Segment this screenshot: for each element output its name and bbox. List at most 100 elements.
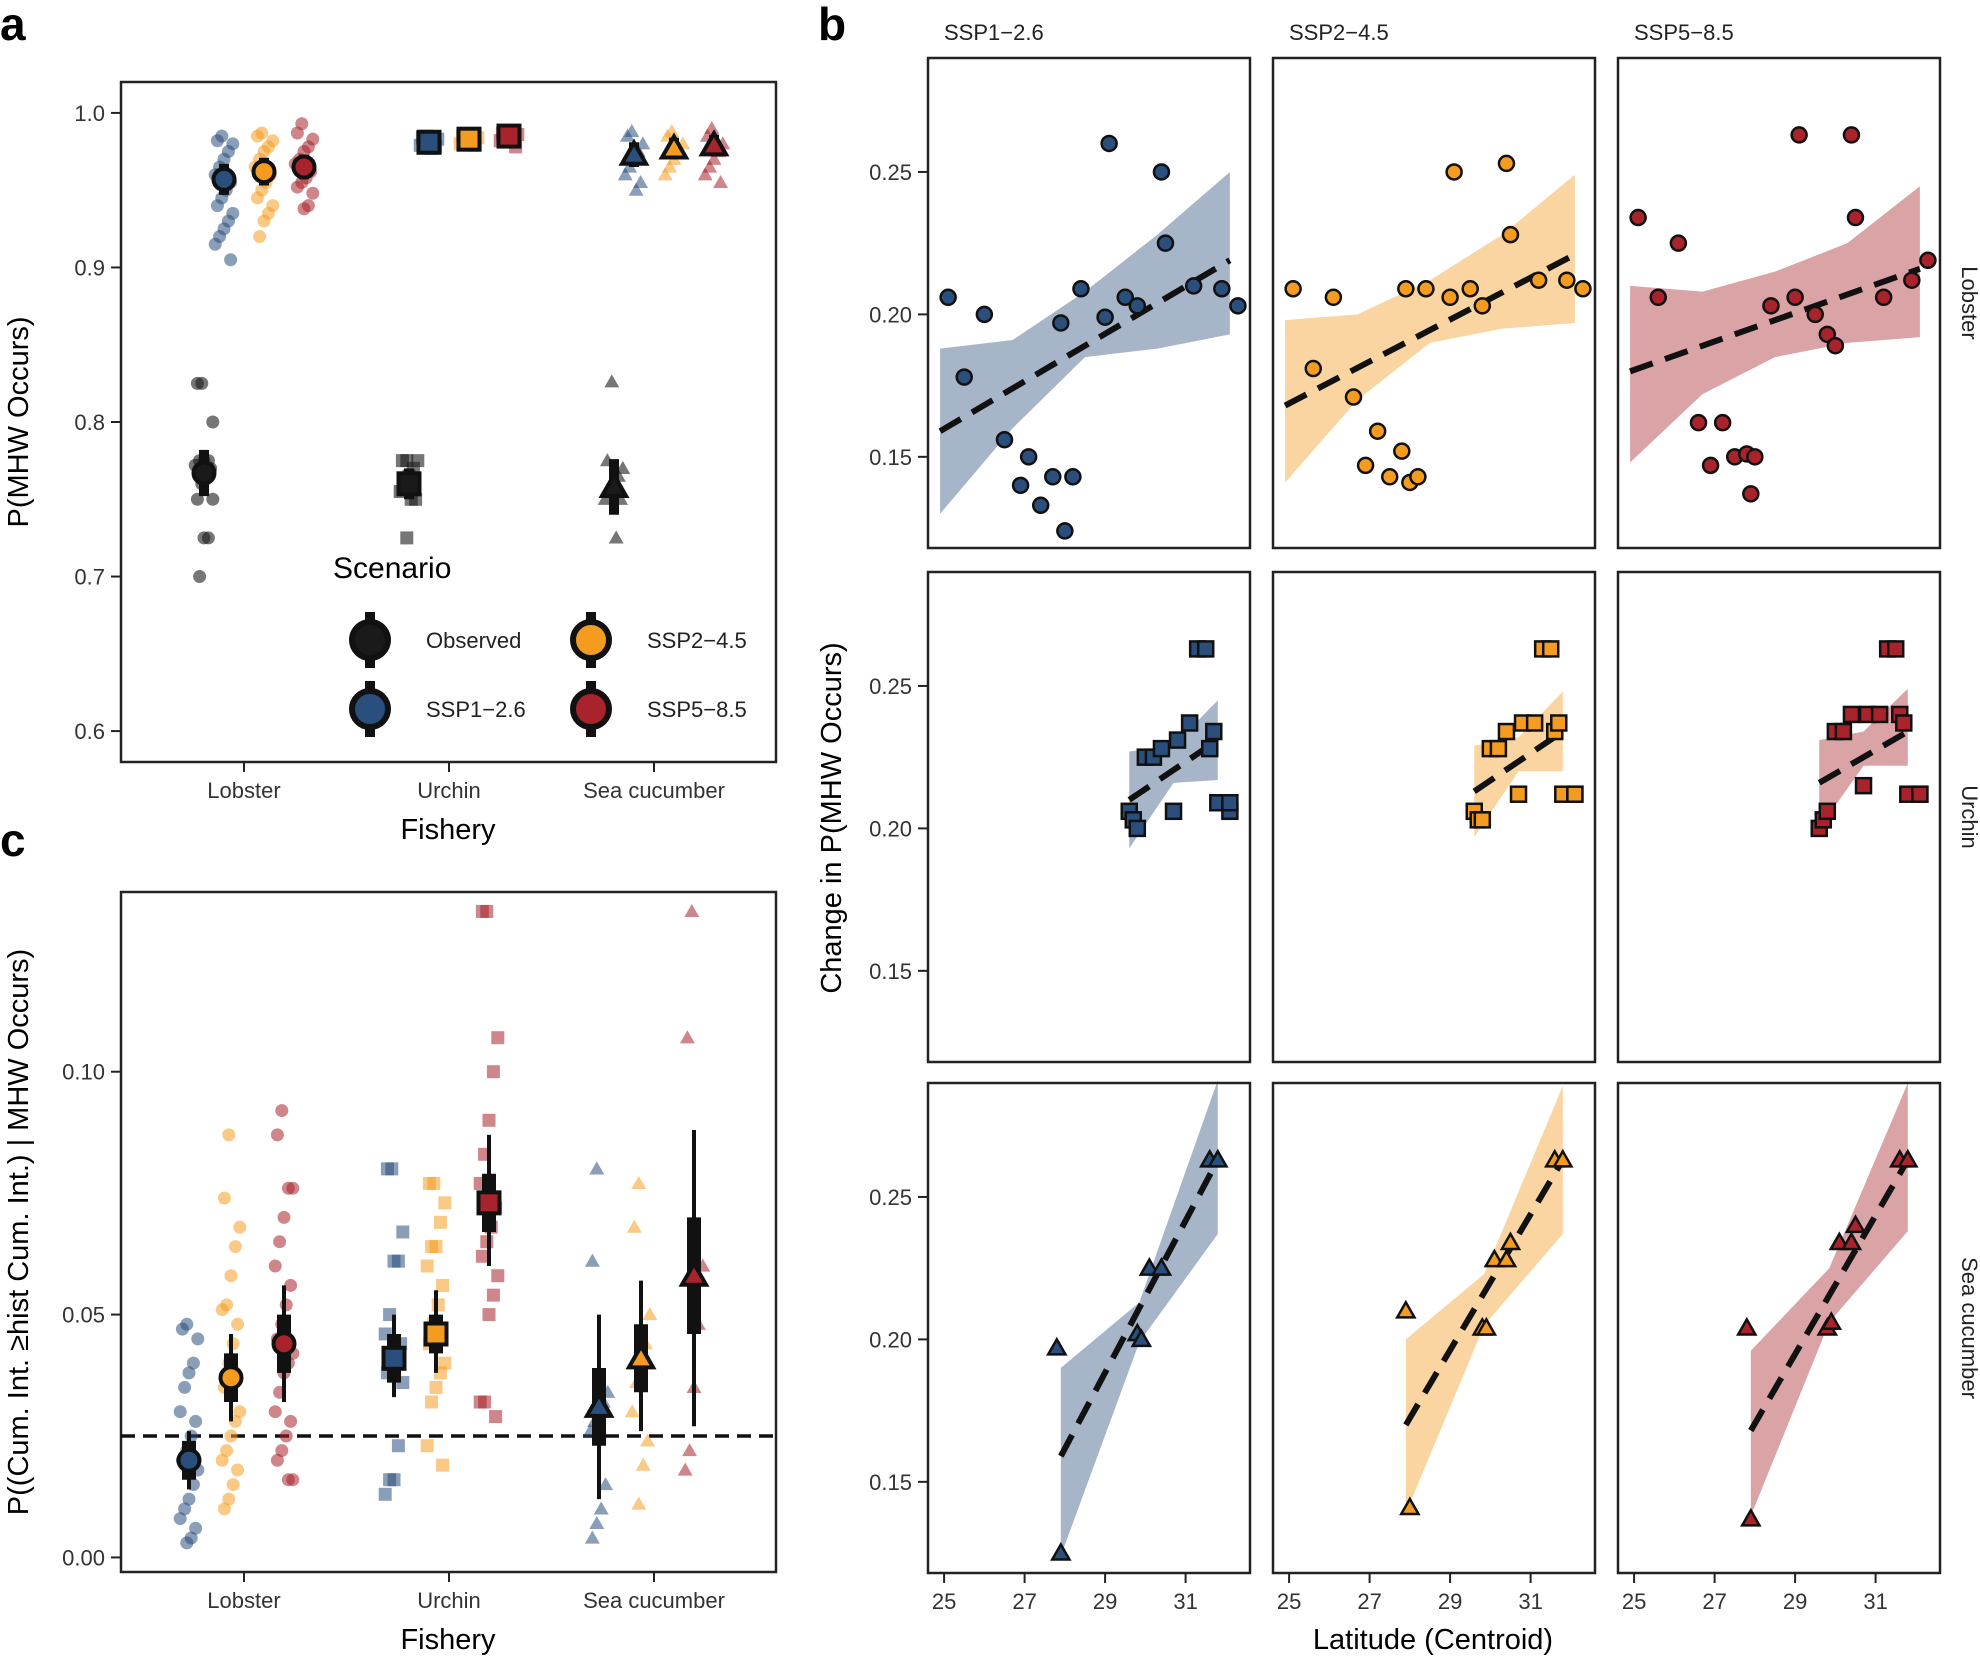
legend: Scenario Observed SSP1−2.6 SSP2−4.5 SSP5−8.… [333,552,747,737]
data-point [1284,280,1302,298]
data-point [1399,1496,1421,1516]
point-urchin-ssp1-2-6 [378,1487,392,1501]
facet-frame [1616,1081,1942,1575]
mean-sea-cucumber-ssp1-2-6 [583,1390,615,1418]
strip-label-urchin: Urchin [1957,785,1980,849]
x-tick-label: 29 [1783,1589,1807,1614]
point-sea-cucumber-ssp5-8-5 [684,903,700,918]
point-lobster-ssp2-4-5 [231,1463,245,1477]
y-tick-label: 0.15 [869,445,912,470]
data-point [1497,722,1516,741]
point-urchin-ssp5-8-5 [486,1288,500,1302]
mean-sea-cucumber-ssp5-8-5 [678,1259,710,1287]
data-point [1701,456,1720,475]
data-point [1897,1148,1919,1168]
y-tick-label: 0.15 [869,1470,912,1495]
x-tick-label: 31 [1863,1589,1887,1614]
panel-a-chart: 0.6 0.7 0.8 0.9 1.0 Lobster Urchin Sea cucumbe… [3,80,778,846]
facet-sea-cucumber-ssp1-2-6 [926,1080,1252,1575]
mean-urchin-ssp2-4-5 [423,1321,449,1347]
data-point [1669,234,1688,252]
data-point [1445,163,1463,181]
facet-frame [926,570,1252,1064]
data-point [1156,234,1175,252]
mean-urchin-ssp1-2-6 [416,129,442,155]
data-point [1919,251,1937,270]
point-lobster-ssp1-2-6 [208,237,222,251]
data-point [1397,280,1415,298]
point-urchin-observed [395,454,409,468]
panel-a-y-title: P(MHW Occurs) [3,316,35,527]
strip-label-lobster: Lobster [1957,266,1980,339]
mean-lobster-ssp2-4-5 [218,1365,244,1391]
point-sea-cucumber-ssp2-4-5 [642,1307,658,1321]
mean-lobster-ssp5-8-5 [271,1331,297,1357]
point-sea-cucumber-ssp1-2-6 [619,128,635,142]
data-point [1790,126,1808,144]
data-point [1393,442,1411,460]
x-tick-label: 31 [1173,1589,1197,1614]
facet-urchin-ssp2-4-5 [1271,570,1597,1064]
point-lobster-ssp5-8-5 [277,1210,291,1224]
data-point [1150,1257,1173,1276]
data-point [1649,288,1667,307]
data-point [1529,271,1548,289]
point-lobster-ssp5-8-5 [279,1298,293,1312]
data-point [1184,277,1203,295]
data-point [1201,739,1219,758]
data-point [1096,308,1114,326]
mean-lobster-ssp1-2-6 [176,1447,202,1473]
x-tick-label: Urchin [417,1588,481,1613]
x-tick-label: 25 [1277,1589,1301,1614]
point-sea-cucumber-ssp1-2-6 [617,167,633,181]
facet-frame [1271,56,1597,550]
data-point [1552,1148,1574,1168]
x-tick-label: Sea cucumber [583,1588,725,1613]
point-lobster-ssp5-8-5 [275,1444,289,1458]
data-point [1713,413,1732,432]
data-point [1324,288,1343,307]
legend-label-observed: Observed [426,628,521,653]
data-point [1031,496,1050,515]
fit-line [1403,1158,1566,1427]
point-lobster-ssp5-8-5 [270,1128,284,1142]
point-sea-cucumber-ssp1-2-6 [584,1530,600,1544]
data-point [1574,280,1592,298]
point-urchin-ssp2-4-5 [436,1458,450,1472]
data-point [1152,163,1171,181]
data-point [1164,802,1183,821]
data-point [1205,722,1223,741]
data-point [1128,297,1147,315]
point-lobster-ssp2-4-5 [250,129,264,143]
legend-label-ssp2-4-5: SSP2−4.5 [647,628,747,653]
point-sea-cucumber-ssp5-8-5 [682,1443,698,1457]
point-lobster-ssp2-4-5 [224,1269,238,1283]
facet-frame [1271,1081,1597,1575]
x-tick-label: 25 [1622,1589,1646,1614]
x-tick-label: 31 [1518,1589,1542,1614]
point-lobster-ssp5-8-5 [297,202,311,216]
data-point [1056,522,1074,540]
y-tick-label: 0.25 [869,160,912,185]
strip-label-ssp5-8-5: SSP5−8.5 [1634,20,1734,45]
data-point [1152,739,1171,758]
point-sea-cucumber-ssp2-4-5 [631,1175,647,1190]
facet-frame [926,56,1252,550]
mean-urchin-observed [396,471,422,497]
point-lobster-ssp1-2-6 [178,1502,192,1516]
legend-label-ssp5-8-5: SSP5−8.5 [647,697,747,722]
point-lobster-ssp2-4-5 [217,1502,231,1516]
point-sea-cucumber-ssp1-2-6 [593,1501,609,1515]
point-lobster-ssp2-4-5 [250,191,264,205]
point-sea-cucumber-ssp2-4-5 [635,1457,651,1471]
point-lobster-ssp5-8-5 [268,1259,282,1273]
data-point [1409,468,1427,486]
point-lobster-ssp5-8-5 [279,1429,293,1443]
legend-key-observed [349,619,391,661]
point-lobster-observed [197,531,211,545]
point-sea-cucumber-ssp1-2-6 [589,1161,605,1175]
data-point [1689,413,1708,432]
data-point [1842,126,1861,144]
legend-label-ssp1-2-6: SSP1−2.6 [426,697,526,722]
